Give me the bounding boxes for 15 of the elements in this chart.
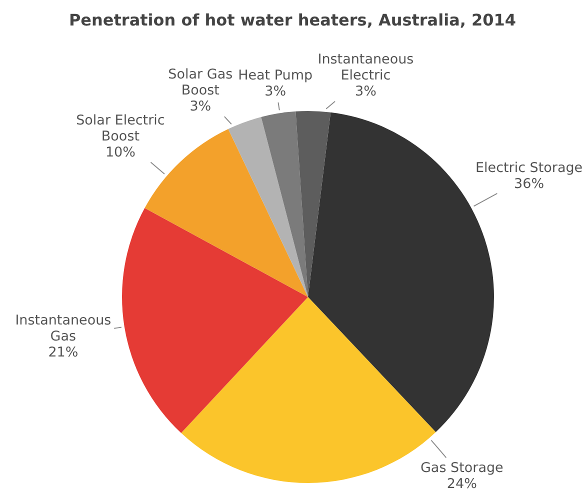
slice-label: Electric Storage	[475, 160, 583, 176]
slice-label: Solar Electric Boost	[76, 112, 165, 144]
data-label: 3%	[190, 98, 212, 114]
slice-label: Heat Pump	[238, 67, 313, 84]
data-label: 24%	[446, 476, 478, 492]
data-label: 10%	[105, 144, 136, 160]
slice-label: Gas Storage	[420, 460, 504, 476]
data-label: 21%	[48, 344, 78, 361]
data-label: 36%	[514, 176, 544, 192]
slice-label: Instantaneous Gas	[15, 312, 112, 345]
slice-label: Solar Gas Boost	[168, 66, 233, 98]
chart-title: Penetration of hot water heaters, Australia, 2014	[68, 10, 516, 30]
data-label: 3%	[355, 83, 377, 100]
data-label: 3%	[264, 83, 286, 100]
slice-label: Instantaneous Electric	[318, 51, 414, 84]
